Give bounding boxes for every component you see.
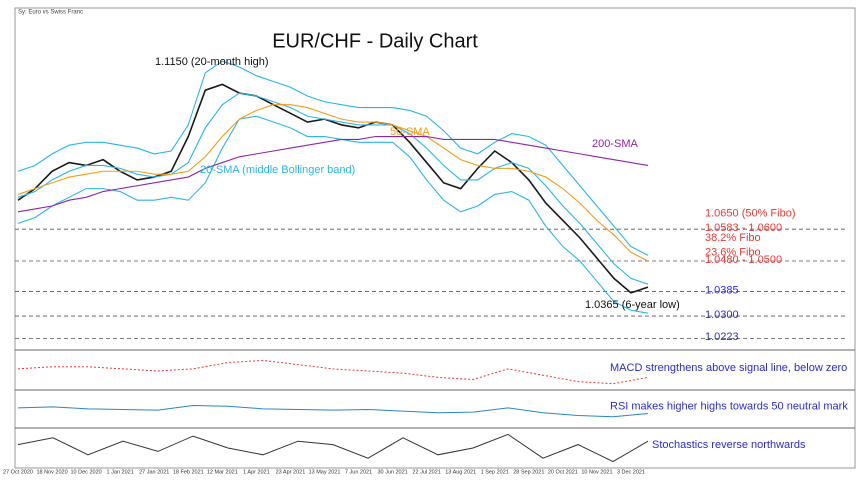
x-tick-label: 12 Mar 2021 bbox=[207, 469, 238, 475]
x-tick-label: 13 May 2021 bbox=[309, 469, 341, 475]
series-label: 200-SMA bbox=[592, 138, 639, 150]
level-label: 1.0300 bbox=[705, 309, 739, 321]
level-label: 38.2% Fibo bbox=[705, 232, 761, 244]
x-tick-label: 7 Jun 2021 bbox=[345, 469, 372, 475]
x-tick-label: 10 Nov 2021 bbox=[581, 469, 612, 475]
x-tick-label: 30 Jun 2021 bbox=[377, 469, 407, 475]
indicator-note: MACD strengthens above signal line, belo… bbox=[610, 362, 847, 374]
level-label: 1.0385 bbox=[705, 284, 739, 296]
series-label: 50-SMA bbox=[390, 126, 430, 138]
x-tick-label: 1 Sep 2021 bbox=[481, 469, 509, 475]
x-tick-label: 23 Apr 2021 bbox=[276, 469, 306, 475]
indicator-line bbox=[17, 359, 649, 385]
level-label: 1.0583 - 1.0600 bbox=[705, 222, 782, 234]
frame bbox=[14, 7, 856, 469]
x-tick-label: 20 Oct 2021 bbox=[548, 469, 578, 475]
x-tick-label: 28 Sep 2021 bbox=[513, 469, 544, 475]
indicator-line bbox=[17, 92, 649, 285]
level-label: 23.6% Fibo bbox=[705, 247, 761, 259]
series-label: 20-SMA (middle Bollinger band) bbox=[200, 164, 355, 176]
annotation: 1.0365 (6-year low) bbox=[585, 299, 680, 311]
indicator-note: RSI makes higher highs towards 50 neutra… bbox=[610, 400, 848, 412]
indicator-note: Stochastics reverse northwards bbox=[652, 439, 806, 451]
x-tick-label: 22 Jul 2021 bbox=[412, 469, 440, 475]
x-tick-label: 10 Dec 2020 bbox=[71, 469, 102, 475]
x-tick-label: 3 Dec 2021 bbox=[617, 469, 645, 475]
indicator-line bbox=[17, 60, 649, 256]
x-tick-label: 18 Feb 2021 bbox=[173, 469, 204, 475]
x-tick-label: 1 Jan 2021 bbox=[107, 469, 134, 475]
x-tick-label: 13 Aug 2021 bbox=[445, 469, 476, 475]
x-tick-label: 1 Apr 2021 bbox=[243, 469, 270, 475]
annotation: 1.1150 (20-month high) bbox=[155, 56, 269, 68]
level-label: 1.0480 - 1.0500 bbox=[705, 254, 782, 266]
price-line bbox=[17, 83, 649, 294]
x-tick-label: 18 Nov 2020 bbox=[36, 469, 67, 475]
indicator-line bbox=[17, 135, 649, 213]
indicator-line bbox=[17, 104, 649, 262]
indicator-line bbox=[17, 433, 649, 463]
symbol-label: Sy: Euro vs Swiss Franc bbox=[18, 10, 83, 16]
x-tick-label: 27 Oct 2020 bbox=[3, 469, 33, 475]
level-label: 1.0223 bbox=[705, 331, 739, 343]
chart-title: EUR/CHF - Daily Chart bbox=[272, 30, 478, 52]
indicator-line bbox=[17, 115, 649, 314]
level-label: 1.0650 (50% Fibo) bbox=[705, 208, 796, 220]
x-tick-label: 27 Jan 2021 bbox=[139, 469, 169, 475]
indicator-line bbox=[17, 405, 649, 418]
